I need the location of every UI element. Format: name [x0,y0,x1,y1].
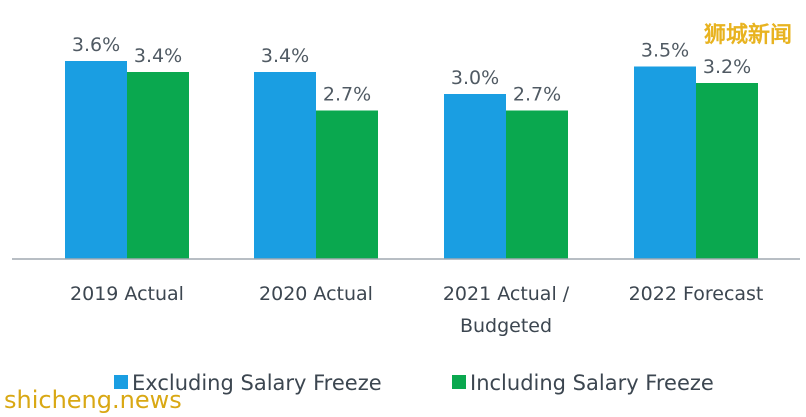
category-label-2-line-1: Budgeted [460,315,552,337]
bar-labels-group: 3.6% 3.4% 3.0% 3.5% 3.4% 2.7% 2.7% 3.2% [72,34,751,106]
data-label-excluding-1: 3.4% [261,45,309,67]
bars-group [65,61,758,259]
data-label-including-3: 3.2% [703,56,751,78]
watermark-top-right: 狮城新闻 [704,22,792,48]
category-label-1: 2020 Actual [259,283,373,305]
bar-excluding-1 [254,72,316,259]
legend-label-excluding: Excluding Salary Freeze [132,371,382,395]
category-labels-group: 2019 Actual 2020 Actual 2021 Actual / Budge… [70,283,763,337]
bar-excluding-3 [634,66,696,259]
data-label-including-2: 2.7% [513,84,561,106]
bar-including-3 [696,83,758,259]
data-label-excluding-0: 3.6% [72,34,120,56]
legend-swatch-excluding [114,375,128,389]
data-label-including-1: 2.7% [323,84,371,106]
data-label-excluding-2: 3.0% [451,67,499,89]
category-label-3: 2022 Forecast [629,283,764,305]
legend-label-including: Including Salary Freeze [470,371,714,395]
bar-including-2 [506,110,568,259]
category-label-2: 2021 Actual / [443,283,570,305]
legend: Excluding Salary Freeze Including Salary … [114,371,714,395]
watermark-bottom-left: shicheng.news [4,386,182,414]
bar-including-0 [127,72,189,259]
category-label-0: 2019 Actual [70,283,184,305]
data-label-including-0: 3.4% [134,45,182,67]
bar-excluding-0 [65,61,127,259]
legend-swatch-including [452,375,466,389]
bar-including-1 [316,110,378,259]
bar-excluding-2 [444,94,506,259]
data-label-excluding-3: 3.5% [641,40,689,62]
